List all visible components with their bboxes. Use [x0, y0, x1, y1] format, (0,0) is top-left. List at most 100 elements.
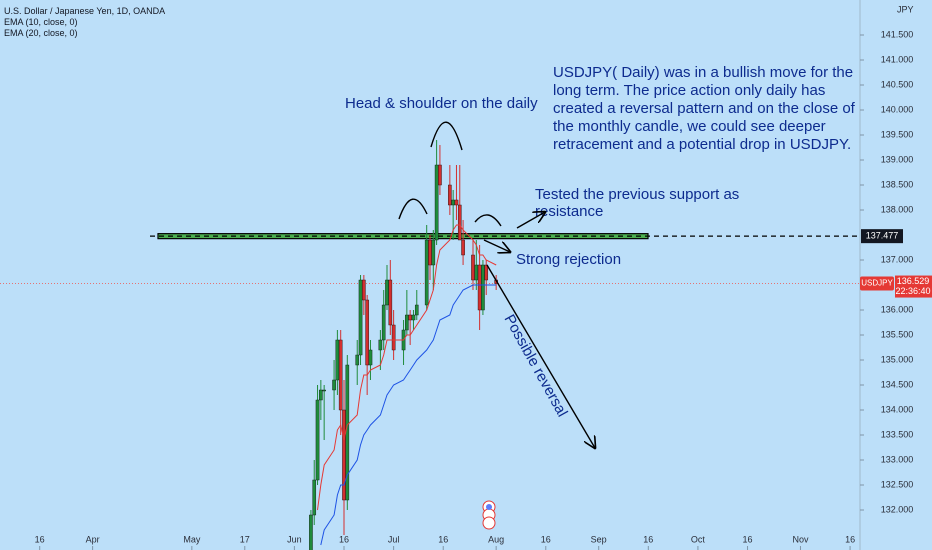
- candle-body: [335, 339, 340, 381]
- x-tick-label: Jul: [388, 534, 400, 544]
- level-tag: [861, 229, 903, 244]
- indicator-label: EMA (10, close, 0): [4, 17, 78, 27]
- candle-body: [322, 389, 326, 392]
- candle-body: [385, 279, 389, 306]
- y-tick-label: 132.500: [881, 479, 914, 489]
- candle-body: [451, 199, 455, 206]
- x-tick-label: May: [183, 534, 201, 544]
- y-tick-label: 135.500: [881, 329, 914, 339]
- x-tick-label: 16: [35, 534, 45, 544]
- y-tick-label: 139.500: [881, 129, 914, 139]
- candle-body: [448, 184, 452, 206]
- chart-title: U.S. Dollar / Japanese Yen, 1D, OANDA: [4, 6, 165, 16]
- x-tick-label: Nov: [792, 534, 809, 544]
- level-tag-label: 137.477: [866, 231, 899, 241]
- y-tick-label: 133.000: [881, 454, 914, 464]
- arrow: [483, 239, 510, 252]
- ema-line: [317, 224, 497, 511]
- candle-body: [414, 304, 419, 316]
- x-tick-label: 16: [339, 534, 349, 544]
- annotation-text: Strong rejection: [516, 251, 621, 268]
- annotation-text: Possible reversal: [501, 312, 571, 420]
- candle-body: [424, 239, 429, 306]
- candle-body: [428, 239, 432, 266]
- candle-body: [471, 254, 475, 281]
- x-tick-label: Sep: [591, 534, 607, 544]
- y-tick-label: 132.000: [881, 504, 914, 514]
- candle-body: [461, 239, 465, 256]
- candle-body: [388, 279, 393, 326]
- annotation-text: resistance: [535, 203, 603, 220]
- y-tick-label: 135.000: [881, 354, 914, 364]
- candle-body: [315, 399, 320, 481]
- candle-body: [332, 379, 336, 391]
- y-tick-label: 137.000: [881, 254, 914, 264]
- candle-body: [484, 264, 489, 281]
- countdown-label: 22:36:40: [895, 286, 930, 296]
- y-tick-label: 138.000: [881, 204, 914, 214]
- candle-body: [477, 264, 482, 311]
- x-tick-label: 17: [240, 534, 250, 544]
- event-icons: [482, 500, 496, 530]
- y-tick-label: 140.000: [881, 104, 914, 114]
- candle-body: [408, 314, 412, 321]
- head-arc: [430, 121, 463, 151]
- ema-line: [320, 284, 497, 546]
- symbol-tag-label: USDJPY: [861, 279, 893, 288]
- shoulder-arc: [398, 198, 428, 220]
- currency-label: JPY: [897, 4, 914, 14]
- price-tag: [895, 275, 932, 298]
- candle-body: [338, 339, 343, 411]
- y-tick-label: 139.000: [881, 154, 914, 164]
- arrow: [486, 264, 595, 448]
- x-tick-label: Jun: [287, 534, 302, 544]
- candle-body: [438, 164, 442, 186]
- candle-body: [411, 314, 416, 321]
- x-tick-label: 16: [643, 534, 653, 544]
- y-tick-label: 138.500: [881, 179, 914, 189]
- y-tick-label: 140.500: [881, 79, 914, 89]
- candle-body: [309, 514, 313, 550]
- x-tick-label: 16: [743, 534, 753, 544]
- x-tick-label: 16: [438, 534, 448, 544]
- candle-body: [378, 339, 383, 351]
- candle-body: [358, 279, 363, 356]
- annotation-text: Head & shoulder on the daily: [345, 95, 538, 112]
- y-tick-label: 134.500: [881, 379, 914, 389]
- candle-body: [391, 324, 396, 351]
- x-tick-label: Apr: [86, 534, 100, 544]
- plot-area: [0, 140, 860, 550]
- candle-body: [434, 164, 439, 241]
- y-tick-label: 134.000: [881, 404, 914, 414]
- x-tick-label: 16: [845, 534, 855, 544]
- annotation-text: long term. The price action only daily h…: [553, 82, 825, 99]
- candle-body: [381, 304, 386, 341]
- candle-body: [368, 349, 373, 366]
- candle-body: [365, 299, 369, 366]
- candle-body: [342, 409, 346, 501]
- symbol-tag: [860, 276, 894, 291]
- arrow: [516, 212, 545, 229]
- price-tag-label: 136.529: [897, 276, 930, 286]
- y-tick-label: 136.000: [881, 304, 914, 314]
- y-tick-label: 141.500: [881, 29, 914, 39]
- y-tick-label: 141.000: [881, 54, 914, 64]
- annotation-text: retracement and a potential drop in USDJ…: [553, 136, 851, 153]
- y-tick-label: 133.500: [881, 429, 914, 439]
- candle-body: [405, 314, 409, 331]
- candle-body: [312, 479, 317, 516]
- candle-body: [362, 279, 366, 301]
- annotation-text: the monthly candle, we could see deeper: [553, 118, 826, 135]
- indicator-label: EMA (20, close, 0): [4, 28, 78, 38]
- x-tick-label: Aug: [488, 534, 504, 544]
- candle-body: [431, 239, 436, 266]
- candle-body: [454, 199, 459, 206]
- x-tick-label: Oct: [691, 534, 706, 544]
- annotation-text: Tested the previous support as: [535, 186, 739, 203]
- candle-body: [319, 389, 323, 401]
- annotation-text: USDJPY( Daily) was in a bullish move for…: [553, 64, 853, 81]
- candle-body: [457, 204, 462, 241]
- annotation-text: created a reversal pattern and on the cl…: [553, 100, 856, 117]
- shoulder-arc: [474, 214, 502, 227]
